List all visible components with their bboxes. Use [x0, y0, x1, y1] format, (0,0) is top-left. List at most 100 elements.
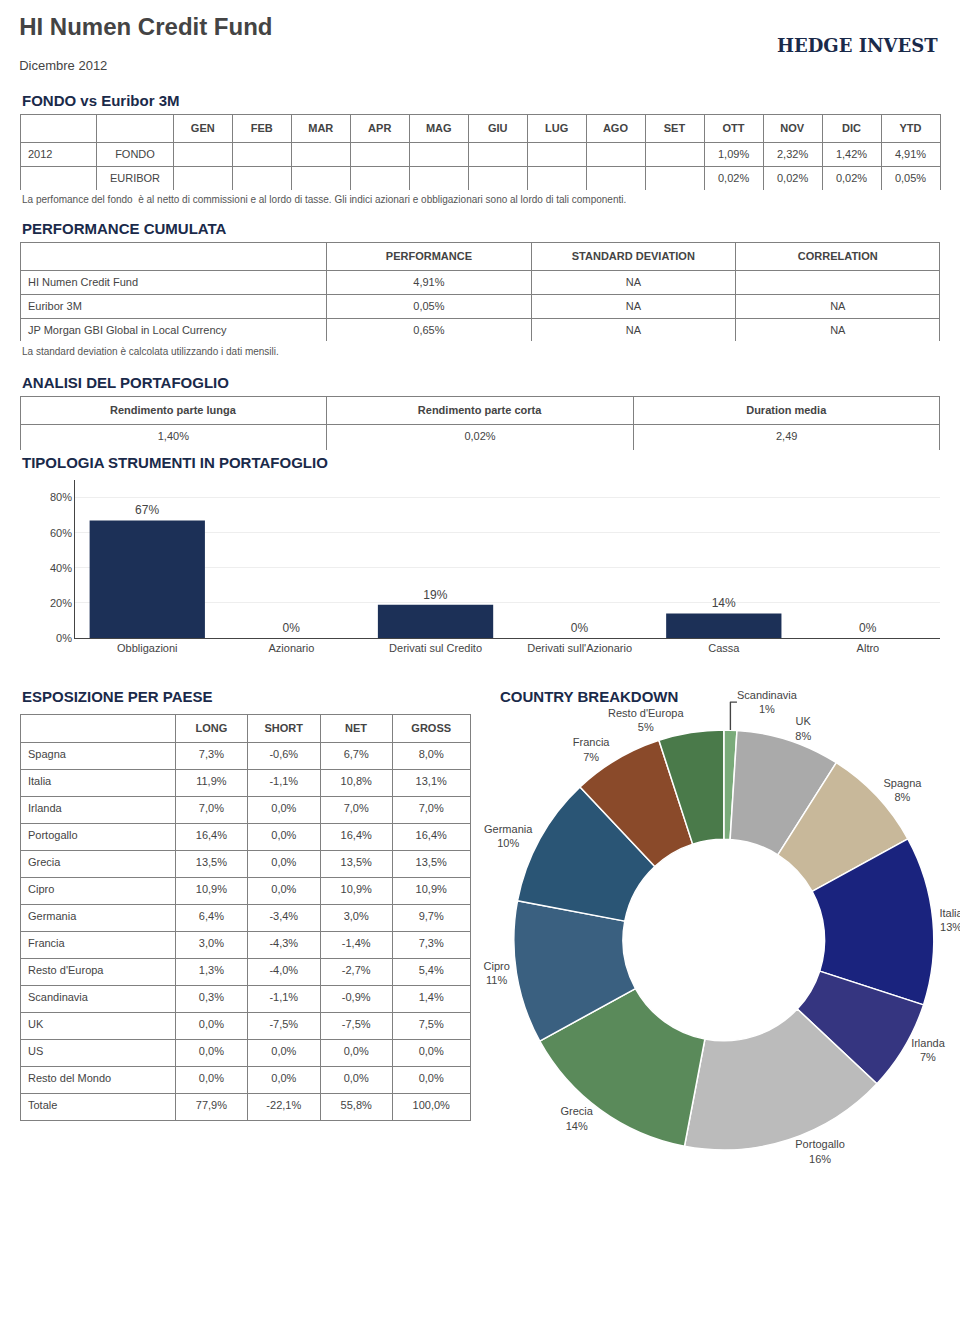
svg-text:La standard deviation è calcol: La standard deviation è calcolata utiliz…	[22, 346, 279, 357]
svg-text:0%: 0%	[56, 632, 72, 644]
svg-text:10,9%: 10,9%	[196, 883, 227, 895]
svg-text:-1,1%: -1,1%	[269, 775, 298, 787]
svg-text:0,0%: 0,0%	[199, 1045, 224, 1057]
svg-text:7,0%: 7,0%	[419, 802, 444, 814]
svg-text:55,8%: 55,8%	[341, 1099, 372, 1111]
svg-text:LUG: LUG	[545, 122, 568, 134]
svg-text:UK8%: UK8%	[795, 715, 811, 741]
svg-text:1,42%: 1,42%	[836, 148, 867, 160]
svg-text:Grecia: Grecia	[28, 856, 61, 868]
svg-text:67%: 67%	[135, 503, 159, 517]
svg-text:HEDGE INVEST: HEDGE INVEST	[777, 35, 938, 56]
svg-text:FONDO: FONDO	[115, 148, 155, 160]
svg-text:80%: 80%	[50, 491, 72, 503]
svg-text:YTD: YTD	[899, 122, 921, 134]
svg-text:EURIBOR: EURIBOR	[110, 172, 160, 184]
svg-text:10,8%: 10,8%	[341, 775, 372, 787]
svg-text:LONG: LONG	[195, 722, 227, 734]
svg-text:-3,4%: -3,4%	[269, 910, 298, 922]
svg-text:13,1%: 13,1%	[416, 775, 447, 787]
svg-text:NA: NA	[626, 324, 642, 336]
svg-text:FONDO vs Euribor 3M: FONDO vs Euribor 3M	[22, 92, 180, 109]
svg-text:7,0%: 7,0%	[199, 802, 224, 814]
svg-text:11,9%: 11,9%	[196, 775, 227, 787]
svg-text:7,5%: 7,5%	[419, 1018, 444, 1030]
svg-text:Duration media: Duration media	[746, 404, 827, 416]
svg-text:7,3%: 7,3%	[419, 937, 444, 949]
svg-text:DIC: DIC	[842, 122, 861, 134]
svg-text:PERFORMANCE: PERFORMANCE	[386, 250, 472, 262]
svg-text:ANALISI DEL PORTAFOGLIO: ANALISI DEL PORTAFOGLIO	[22, 374, 229, 391]
svg-text:SHORT: SHORT	[264, 722, 303, 734]
svg-text:0,0%: 0,0%	[344, 1072, 369, 1084]
svg-text:-0,6%: -0,6%	[269, 748, 298, 760]
svg-text:Scandinavia: Scandinavia	[28, 991, 89, 1003]
svg-text:1,40%: 1,40%	[158, 430, 189, 442]
svg-text:100,0%: 100,0%	[413, 1099, 451, 1111]
svg-text:Grecia14%: Grecia14%	[561, 1105, 594, 1131]
svg-text:Resto del Mondo: Resto del Mondo	[28, 1072, 111, 1084]
svg-text:0,3%: 0,3%	[199, 991, 224, 1003]
svg-text:4,91%: 4,91%	[413, 276, 444, 288]
svg-text:20%: 20%	[50, 597, 72, 609]
svg-text:1,3%: 1,3%	[199, 964, 224, 976]
svg-text:8,0%: 8,0%	[419, 748, 444, 760]
svg-text:Dicembre 2012: Dicembre 2012	[19, 58, 107, 73]
svg-text:0,0%: 0,0%	[344, 1045, 369, 1057]
svg-text:Spagna8%: Spagna8%	[883, 777, 922, 803]
svg-text:Spagna: Spagna	[28, 748, 67, 760]
svg-text:Francia7%: Francia7%	[573, 736, 611, 762]
svg-text:APR: APR	[368, 122, 391, 134]
svg-text:GEN: GEN	[191, 122, 215, 134]
svg-text:Irlanda: Irlanda	[28, 802, 63, 814]
svg-text:-2,7%: -2,7%	[342, 964, 371, 976]
svg-text:SET: SET	[664, 122, 686, 134]
svg-text:77,9%: 77,9%	[196, 1099, 227, 1111]
svg-text:16,4%: 16,4%	[341, 829, 372, 841]
svg-text:NET: NET	[345, 722, 367, 734]
svg-text:-7,5%: -7,5%	[269, 1018, 298, 1030]
svg-text:Italia13%: Italia13%	[939, 907, 960, 933]
svg-text:NA: NA	[830, 324, 846, 336]
svg-text:2012: 2012	[28, 148, 52, 160]
svg-text:Germania: Germania	[28, 910, 77, 922]
svg-text:Resto d'Europa: Resto d'Europa	[28, 964, 104, 976]
svg-text:-0,9%: -0,9%	[342, 991, 371, 1003]
svg-text:Resto d'Europa5%: Resto d'Europa5%	[608, 707, 684, 733]
svg-text:La perfomance del fondo è al: La perfomance del fondo è al netto di co…	[22, 194, 626, 205]
svg-text:OTT: OTT	[722, 122, 744, 134]
svg-text:1,09%: 1,09%	[718, 148, 749, 160]
svg-text:9,7%: 9,7%	[419, 910, 444, 922]
svg-text:0,0%: 0,0%	[419, 1072, 444, 1084]
svg-text:US: US	[28, 1045, 43, 1057]
svg-text:COUNTRY BREAKDOWN: COUNTRY BREAKDOWN	[500, 688, 678, 705]
svg-text:0,02%: 0,02%	[777, 172, 808, 184]
svg-text:-1,1%: -1,1%	[269, 991, 298, 1003]
svg-text:5,4%: 5,4%	[419, 964, 444, 976]
svg-text:NOV: NOV	[780, 122, 805, 134]
svg-text:10,9%: 10,9%	[341, 883, 372, 895]
svg-text:STANDARD DEVIATION: STANDARD DEVIATION	[572, 250, 695, 262]
svg-text:3,0%: 3,0%	[344, 910, 369, 922]
svg-text:-4,3%: -4,3%	[269, 937, 298, 949]
svg-text:Totale: Totale	[28, 1099, 57, 1111]
svg-text:-4,0%: -4,0%	[269, 964, 298, 976]
svg-text:13,5%: 13,5%	[416, 856, 447, 868]
svg-text:0,0%: 0,0%	[271, 802, 296, 814]
svg-text:0%: 0%	[571, 621, 589, 635]
svg-text:HI Numen Credit Fund: HI Numen Credit Fund	[28, 276, 138, 288]
svg-text:2,49: 2,49	[776, 430, 797, 442]
svg-text:4,91%: 4,91%	[895, 148, 926, 160]
svg-text:0,0%: 0,0%	[199, 1072, 224, 1084]
svg-text:Rendimento parte corta: Rendimento parte corta	[418, 404, 542, 416]
svg-text:1,4%: 1,4%	[419, 991, 444, 1003]
svg-text:10,9%: 10,9%	[416, 883, 447, 895]
svg-text:13,5%: 13,5%	[196, 856, 227, 868]
svg-text:0%: 0%	[283, 621, 301, 635]
svg-text:FEB: FEB	[251, 122, 273, 134]
svg-text:0,0%: 0,0%	[271, 1045, 296, 1057]
svg-text:Cipro: Cipro	[28, 883, 54, 895]
svg-text:AGO: AGO	[603, 122, 629, 134]
svg-text:0,05%: 0,05%	[895, 172, 926, 184]
svg-text:7,3%: 7,3%	[199, 748, 224, 760]
